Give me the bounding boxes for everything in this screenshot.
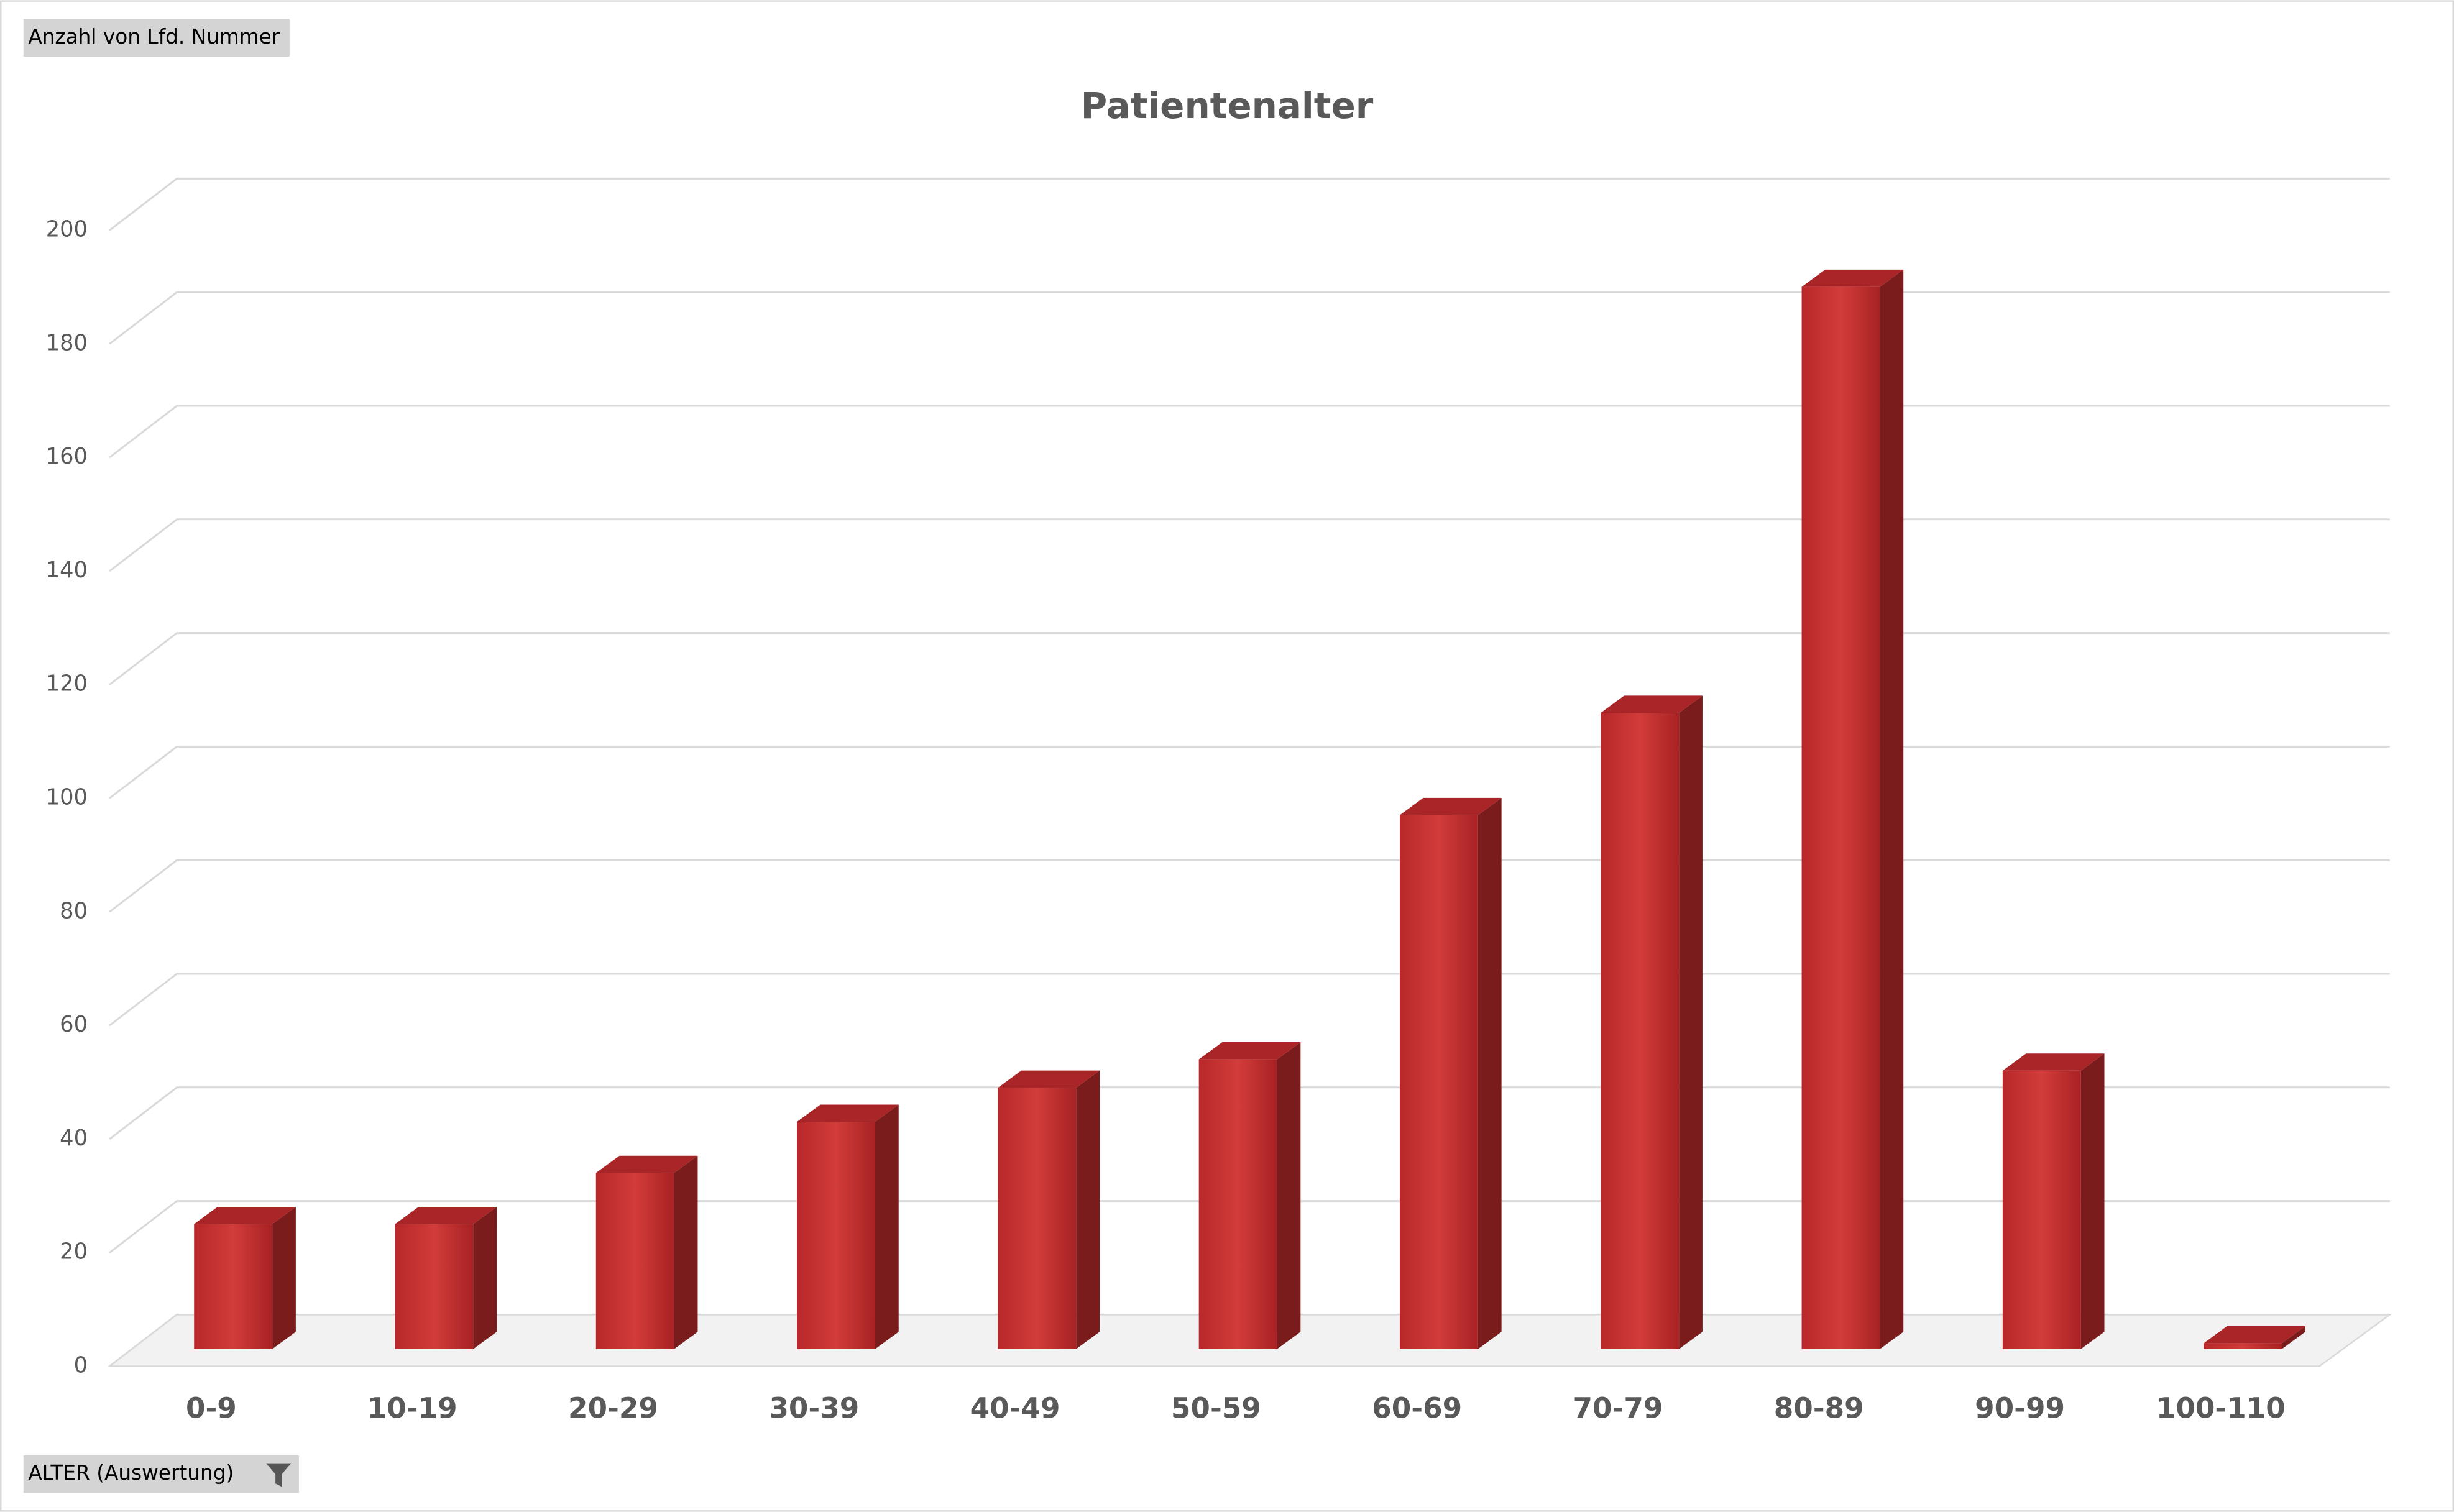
bar-front: [395, 1224, 474, 1349]
y-tick-label: 60: [60, 1012, 88, 1037]
x-tick-label: 70-79: [1573, 1391, 1663, 1424]
bar: [2002, 1053, 2105, 1349]
bar: [395, 1206, 497, 1349]
y-tick-label: 120: [46, 671, 88, 697]
x-tick-label: 90-99: [1975, 1391, 2065, 1424]
filter-icon[interactable]: [266, 1463, 292, 1487]
bar-side: [1277, 1042, 1301, 1349]
bar: [1601, 695, 1703, 1349]
bar-front: [595, 1173, 674, 1349]
bar-top: [1801, 269, 1904, 287]
bar-front: [998, 1088, 1077, 1349]
bar-top: [2002, 1053, 2105, 1071]
x-tick-label: 80-89: [1774, 1391, 1864, 1424]
field-button[interactable]: [23, 19, 290, 57]
bar-side: [674, 1155, 698, 1349]
bar-top: [1198, 1042, 1301, 1060]
bar: [2204, 1326, 2305, 1349]
bar-top: [194, 1206, 296, 1224]
bar: [194, 1206, 296, 1349]
y-tick-label: 180: [46, 330, 88, 355]
bar-side: [1076, 1070, 1100, 1349]
bar-top: [1601, 695, 1703, 713]
field-button-label: Anzahl von Lfd. Nummer: [28, 25, 280, 48]
bar-front: [797, 1122, 875, 1349]
bar-front: [2002, 1070, 2081, 1349]
y-tick-label: 160: [46, 444, 88, 469]
chart-title: Patientenalter: [1081, 85, 1374, 127]
x-tick-label: 0-9: [186, 1391, 237, 1424]
x-tick-label: 60-69: [1372, 1391, 1462, 1424]
bar-top: [998, 1070, 1100, 1088]
bar-side: [2282, 1326, 2305, 1349]
y-tick-label: 100: [46, 784, 88, 810]
x-tick-label: 10-19: [367, 1391, 457, 1424]
y-tick-label: 140: [46, 557, 88, 583]
bar-front: [194, 1224, 273, 1349]
bar: [797, 1104, 899, 1349]
bar-top: [395, 1206, 497, 1224]
grid-line: [109, 177, 2390, 231]
y-tick-label: 200: [46, 217, 88, 242]
bar-top: [595, 1155, 698, 1173]
bar-top: [797, 1104, 899, 1122]
x-tick-label: 30-39: [769, 1391, 859, 1424]
y-tick-label: 20: [60, 1239, 88, 1265]
bar-side: [2080, 1053, 2105, 1349]
bar-top: [1399, 797, 1502, 815]
bar-side: [1477, 797, 1502, 1349]
bar-side: [473, 1206, 497, 1349]
x-tick-label: 40-49: [970, 1391, 1060, 1424]
bar-side: [875, 1104, 899, 1349]
bar-front: [1198, 1059, 1277, 1349]
x-tick-label: 100-110: [2156, 1391, 2286, 1424]
x-tick-label: 20-29: [568, 1391, 658, 1424]
bar: [1198, 1042, 1301, 1349]
bar-front: [1801, 286, 1880, 1349]
y-tick-label: 0: [74, 1352, 88, 1378]
y-tick-label: 40: [60, 1125, 88, 1151]
bar-front: [2204, 1343, 2282, 1349]
grid-line: [109, 518, 2390, 572]
bar-side: [1880, 269, 1904, 1349]
bar-side: [272, 1206, 296, 1349]
bar: [595, 1155, 698, 1349]
bar-front: [1601, 713, 1680, 1349]
field-button[interactable]: [23, 1455, 299, 1493]
bar-side: [1679, 695, 1703, 1349]
bar-front: [1399, 815, 1478, 1349]
grid-line: [109, 632, 2390, 685]
field-button-label: ALTER (Auswertung): [28, 1461, 234, 1485]
bar: [1399, 797, 1502, 1349]
x-tick-label: 50-59: [1171, 1391, 1261, 1424]
bar: [1801, 269, 1904, 1349]
grid-line: [109, 291, 2390, 345]
bar: [998, 1070, 1100, 1349]
grid-line: [109, 405, 2390, 459]
bar-top: [2204, 1326, 2305, 1344]
y-tick-label: 80: [60, 898, 88, 923]
